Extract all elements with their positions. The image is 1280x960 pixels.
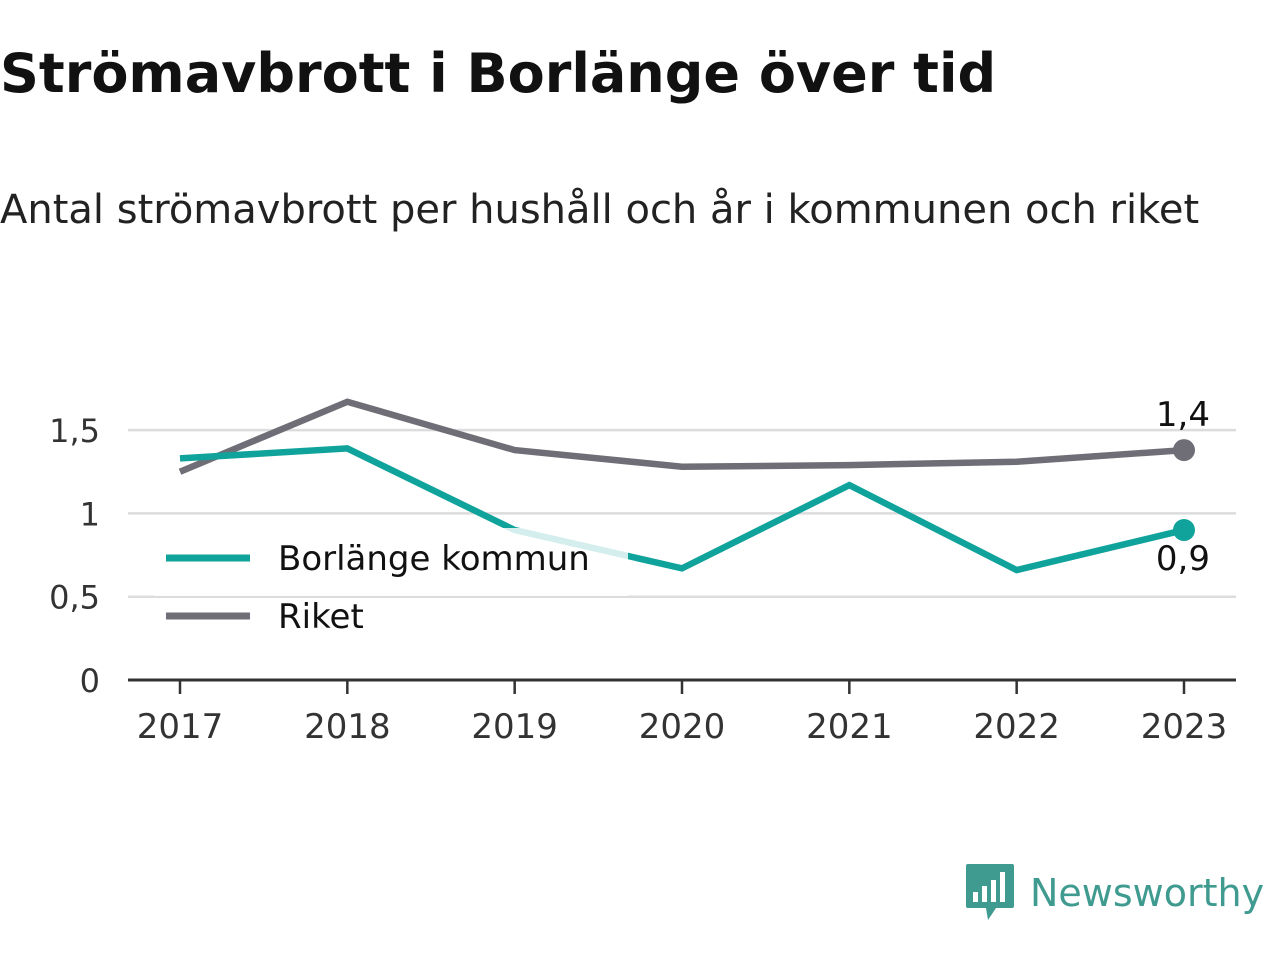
x-tick-label: 2019 (471, 707, 558, 747)
legend-label: Borlänge kommun (278, 539, 590, 579)
newsworthy-logo: Newsworthy (964, 862, 1264, 924)
y-tick-label: 0 (80, 662, 100, 700)
y-tick-label: 1,5 (49, 412, 100, 450)
chart-subtitle: Antal strömavbrott per hushåll och år i … (0, 187, 1200, 233)
series-line-borlange (179, 445, 1185, 574)
x-tick-label: 2022 (973, 707, 1060, 747)
grid-lines (128, 428, 1236, 598)
y-axis-labels: 0 0,5 1 1,5 (49, 412, 100, 700)
series-lines (178, 398, 1185, 574)
end-labels: 0,9 1,4 (1156, 395, 1210, 579)
end-value-label: 0,9 (1156, 539, 1210, 579)
x-axis (128, 678, 1236, 694)
x-tick-label: 2021 (806, 707, 893, 747)
end-markers (1173, 439, 1195, 542)
y-tick-label: 1 (80, 495, 100, 533)
y-tick-label: 0,5 (49, 579, 100, 617)
end-marker (1173, 519, 1195, 542)
legend: Borlänge kommun Riket (154, 528, 628, 637)
brand-name: Newsworthy (1030, 871, 1265, 915)
x-tick-label: 2018 (304, 707, 391, 747)
x-tick-label: 2023 (1141, 707, 1228, 747)
bar-chart-icon (966, 864, 1014, 920)
legend-label: Riket (278, 597, 364, 637)
end-value-label: 1,4 (1156, 395, 1210, 435)
end-marker (1173, 439, 1195, 462)
x-axis-labels: 2017 2018 2019 2020 2021 2022 2023 (137, 707, 1228, 747)
x-tick-label: 2017 (137, 707, 224, 747)
series-line-riket (178, 398, 1185, 475)
x-tick-label: 2020 (639, 707, 726, 747)
chart-title: Strömavbrott i Borlänge över tid (0, 42, 997, 105)
legend-background (154, 528, 628, 596)
